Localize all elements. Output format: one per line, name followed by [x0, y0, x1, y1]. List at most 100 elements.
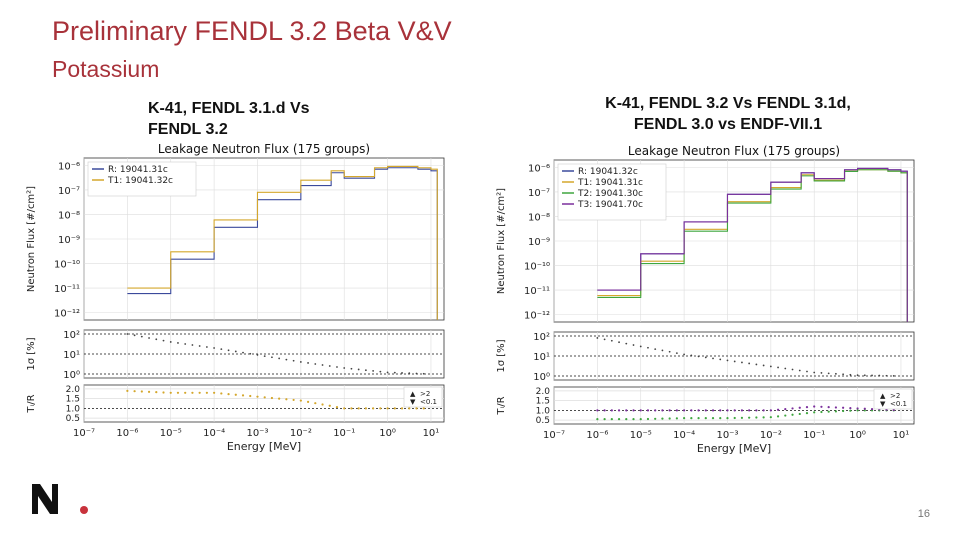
left-plot-caption: K-41, FENDL 3.1.d Vs FENDL 3.2 [148, 98, 310, 140]
ratio-point-0 [690, 417, 693, 420]
uncertainty-point [299, 361, 302, 363]
ratio-point-0 [335, 405, 339, 409]
ratio-point-1 [596, 409, 599, 412]
y-axis-label-ratio: Tᵢ/R [496, 396, 507, 415]
uncertainty-point [263, 355, 266, 357]
ratio-point-1 [870, 407, 874, 411]
ratio-point-1 [733, 409, 736, 412]
legend-label: T2: 19041.30c [577, 189, 643, 199]
ratio-point-0 [415, 407, 418, 410]
uncertainty-point [198, 345, 201, 347]
ratio-point-1 [704, 409, 707, 412]
ratio-point-0 [820, 410, 823, 414]
ratio-point-0 [162, 391, 165, 394]
ratio-point-0 [863, 409, 866, 412]
x-tick-label: 10⁻³ [246, 428, 268, 439]
ratio-point-0 [726, 417, 729, 420]
ratio-point-1 [617, 409, 621, 412]
ratio-point-0 [625, 418, 628, 421]
x-tick-label: 10¹ [423, 428, 440, 439]
y-tick-label: 10⁰ [63, 370, 80, 381]
ratio-legend-marker: ▲ [410, 390, 416, 398]
ratio-point-0 [610, 418, 613, 421]
y-tick-label: 10⁻⁸ [58, 210, 80, 221]
ratio-point-0 [827, 410, 830, 413]
x-tick-label: 10⁻¹ [803, 430, 825, 441]
ratio-point-1 [805, 406, 809, 409]
uncertainty-point [162, 339, 165, 342]
uncertainty-point [769, 365, 772, 368]
y-tick-label: 2.0 [66, 385, 81, 395]
uncertainty-point [849, 373, 852, 376]
uncertainty-point [827, 372, 830, 375]
uncertainty-point [813, 371, 816, 374]
uncertainty-point [719, 358, 722, 361]
y-axis-label-uncertainty: 1σ [%] [26, 337, 37, 370]
slide-title: Preliminary FENDL 3.2 Beta V&V [52, 16, 452, 46]
uncertainty-point [856, 374, 859, 377]
uncertainty-point [357, 368, 360, 371]
ratio-point-1 [654, 409, 657, 412]
ratio-point-0 [169, 391, 172, 394]
y-axis-label-flux: Neutron Flux [#/cm²] [496, 188, 507, 294]
ratio-point-0 [408, 407, 411, 410]
ratio-point-0 [856, 409, 859, 412]
logo-dot [80, 506, 88, 514]
uncertainty-point [654, 348, 657, 351]
uncertainty-point [704, 356, 707, 359]
uncertainty-point [639, 345, 642, 348]
ratio-point-0 [762, 416, 765, 419]
left-caption-line-2: FENDL 3.2 [148, 121, 228, 138]
legend-box [87, 161, 197, 197]
uncertainty-point [885, 374, 888, 377]
uncertainty-point [755, 363, 758, 366]
ratio-point-1 [762, 409, 765, 412]
ratio-point-1 [755, 409, 758, 412]
ratio-point-0 [849, 409, 852, 412]
uncertainty-point [314, 363, 317, 365]
right-caption-line-2: FENDL 3.0 vs ENDF-VII.1 [633, 116, 823, 133]
x-tick-label: 10⁻⁷ [73, 428, 95, 439]
ratio-point-0 [755, 416, 758, 419]
ratio-legend-label: <0.1 [420, 398, 437, 406]
ratio-point-0 [813, 411, 816, 414]
legend-label: T3: 19041.70c [577, 200, 643, 210]
y-tick-label: 10⁻¹¹ [54, 284, 80, 295]
panel-frame-2 [83, 384, 445, 423]
ratio-point-0 [711, 417, 715, 420]
uncertainty-point [328, 365, 331, 367]
uncertainty-point [683, 353, 686, 356]
series-line-3 [597, 167, 908, 322]
uncertainty-point [422, 372, 425, 375]
uncertainty-point [632, 344, 635, 346]
ratio-point-0 [639, 418, 642, 421]
uncertainty-point [372, 370, 375, 372]
uncertainty-point [842, 373, 845, 376]
y-tick-label: 1.0 [66, 404, 81, 414]
ratio-point-0 [632, 418, 635, 421]
ratio-point-0 [306, 400, 310, 403]
ratio-point-0 [155, 391, 158, 394]
ratio-point-1 [791, 407, 794, 410]
legend-label: R: 19041.32c [578, 167, 638, 177]
y-tick-label: 10⁻¹¹ [524, 286, 550, 297]
ratio-point-0 [748, 416, 751, 419]
ratio-point-0 [263, 396, 266, 399]
uncertainty-point [343, 367, 346, 369]
ratio-point-0 [646, 417, 650, 421]
ratio-point-0 [343, 407, 346, 410]
ratio-point-0 [798, 412, 801, 416]
y-tick-label: 10⁻⁷ [528, 188, 550, 199]
uncertainty-point [126, 333, 129, 335]
uncertainty-point [777, 366, 779, 369]
ratio-point-0 [270, 396, 274, 400]
ratio-point-1 [827, 406, 830, 409]
ratio-point-1 [675, 409, 678, 412]
uncertainty-point [733, 360, 736, 363]
right-flux-plot: Leakage Neutron Flux (175 groups) 10⁻⁷ 10⁻… [490, 142, 922, 460]
uncertainty-point [806, 370, 808, 373]
uncertainty-point [379, 370, 382, 373]
page-number: 16 [917, 508, 930, 520]
x-tick-label: 10⁻⁶ [116, 428, 138, 439]
ratio-legend-label: <0.1 [890, 400, 907, 408]
